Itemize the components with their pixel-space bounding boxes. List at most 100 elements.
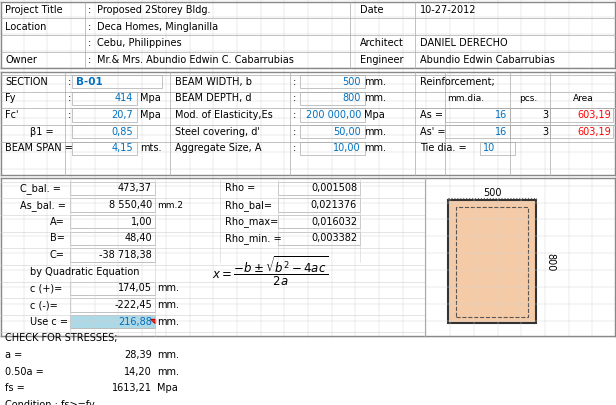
Text: 0,016032: 0,016032: [311, 217, 357, 227]
Text: CHECK FOR STRESSES;: CHECK FOR STRESSES;: [5, 333, 118, 343]
Text: 0,003382: 0,003382: [311, 233, 357, 243]
Text: Mod. of Elasticity,Es: Mod. of Elasticity,Es: [175, 110, 273, 120]
Text: Proposed 2Storey Bldg.: Proposed 2Storey Bldg.: [97, 5, 211, 15]
Bar: [70, 348, 155, 362]
Text: by Quadratic Equation: by Quadratic Equation: [30, 267, 139, 277]
Text: Location: Location: [5, 22, 46, 32]
Text: 800: 800: [342, 94, 361, 103]
Text: $x = \dfrac{-b \pm \sqrt{b^2 - 4ac}}{2a}$: $x = \dfrac{-b \pm \sqrt{b^2 - 4ac}}{2a}…: [212, 255, 328, 288]
Text: Rho_min. =: Rho_min. =: [225, 233, 282, 244]
Text: 20,7: 20,7: [111, 110, 133, 120]
Text: :: :: [88, 38, 91, 48]
Text: 16: 16: [495, 127, 507, 137]
Text: mm.: mm.: [157, 350, 179, 360]
Text: mm.: mm.: [364, 77, 386, 87]
Text: Steel covering, d': Steel covering, d': [175, 127, 260, 137]
Text: 48,40: 48,40: [124, 233, 152, 243]
Bar: [70, 282, 155, 295]
Bar: [70, 315, 155, 328]
Text: 16: 16: [495, 110, 507, 120]
Text: :: :: [88, 22, 91, 32]
Bar: [70, 382, 155, 395]
Bar: [300, 92, 365, 105]
Text: 500: 500: [483, 188, 501, 198]
Text: 200 000,00: 200 000,00: [306, 110, 361, 120]
Text: 28,39: 28,39: [124, 350, 152, 360]
Text: Mpa: Mpa: [140, 94, 161, 103]
Bar: [70, 298, 155, 312]
Text: c (-)=: c (-)=: [30, 300, 58, 310]
Text: As =: As =: [420, 110, 443, 120]
Text: :: :: [293, 94, 296, 103]
Text: mm.: mm.: [364, 143, 386, 153]
Text: B-01: B-01: [76, 77, 103, 87]
Text: :: :: [293, 77, 296, 87]
Text: 216,88: 216,88: [118, 317, 152, 327]
Bar: [550, 125, 613, 139]
Text: 8 550,40: 8 550,40: [109, 200, 152, 210]
Text: 500: 500: [342, 77, 361, 87]
Text: Fy: Fy: [5, 94, 15, 103]
Text: Area: Area: [573, 94, 593, 103]
Bar: [550, 109, 613, 122]
Text: Engineer: Engineer: [360, 55, 403, 65]
Bar: [72, 109, 137, 122]
Text: 10: 10: [483, 143, 495, 153]
Bar: [445, 109, 510, 122]
Text: 0.50a =: 0.50a =: [5, 367, 44, 377]
Bar: [510, 109, 550, 122]
Text: 174,05: 174,05: [118, 284, 152, 294]
Text: :: :: [68, 110, 71, 120]
Text: :: :: [293, 127, 296, 137]
Text: :: :: [68, 77, 71, 87]
Bar: [72, 75, 162, 88]
Bar: [448, 200, 536, 324]
Text: :: :: [293, 110, 296, 120]
Text: Rho_bal=: Rho_bal=: [225, 200, 272, 211]
Text: mm.: mm.: [157, 317, 179, 327]
Text: Architect: Architect: [360, 38, 404, 48]
Text: Project Title: Project Title: [5, 5, 63, 15]
Text: :: :: [68, 94, 71, 103]
Text: 3: 3: [542, 110, 548, 120]
Text: Use c =: Use c =: [30, 317, 68, 327]
Text: 603,19: 603,19: [577, 110, 611, 120]
Text: Rho_max=: Rho_max=: [225, 216, 278, 227]
Text: C=: C=: [50, 250, 65, 260]
Text: Owner: Owner: [5, 55, 37, 65]
Text: Fc': Fc': [5, 110, 18, 120]
Text: mm.: mm.: [364, 127, 386, 137]
Text: Mr.& Mrs. Abundio Edwin C. Cabarrubias: Mr.& Mrs. Abundio Edwin C. Cabarrubias: [97, 55, 294, 65]
Bar: [278, 232, 360, 245]
Text: mm.: mm.: [157, 284, 179, 294]
Bar: [70, 215, 155, 228]
Text: DANIEL DERECHO: DANIEL DERECHO: [420, 38, 508, 48]
Text: 473,37: 473,37: [118, 183, 152, 194]
Text: Condition : fs>=fy: Condition : fs>=fy: [5, 400, 95, 405]
Text: 3: 3: [542, 127, 548, 137]
Text: Date: Date: [360, 5, 384, 15]
Text: Mpa: Mpa: [364, 110, 385, 120]
Bar: [70, 182, 155, 195]
Text: 10-27-2012: 10-27-2012: [420, 5, 477, 15]
Bar: [300, 142, 365, 155]
Bar: [72, 142, 137, 155]
Text: 14,20: 14,20: [124, 367, 152, 377]
Bar: [72, 125, 137, 139]
Text: fs =: fs =: [5, 384, 25, 394]
Text: 4,15: 4,15: [111, 143, 133, 153]
Text: 1613,21: 1613,21: [112, 384, 152, 394]
Text: 0,001508: 0,001508: [311, 183, 357, 194]
Text: 603,19: 603,19: [577, 127, 611, 137]
Text: -38 718,38: -38 718,38: [99, 250, 152, 260]
Text: SECTION: SECTION: [5, 77, 48, 87]
Text: mm.: mm.: [157, 367, 179, 377]
Bar: [300, 125, 365, 139]
Text: :: :: [88, 55, 91, 65]
Text: Abundio Edwin Cabarrubias: Abundio Edwin Cabarrubias: [420, 55, 555, 65]
Text: mm.: mm.: [364, 94, 386, 103]
Text: C_bal. =: C_bal. =: [20, 183, 61, 194]
Bar: [70, 232, 155, 245]
Text: 414: 414: [115, 94, 133, 103]
Text: As_bal. =: As_bal. =: [20, 200, 66, 211]
